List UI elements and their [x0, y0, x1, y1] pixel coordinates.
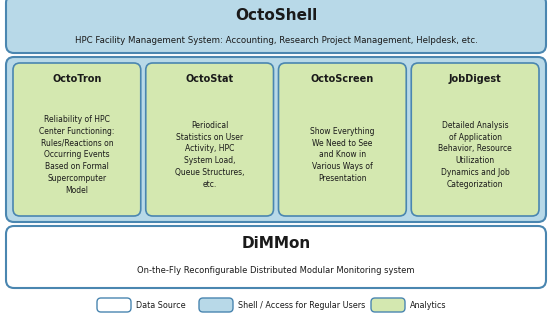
FancyBboxPatch shape — [97, 298, 131, 312]
FancyBboxPatch shape — [6, 0, 546, 53]
FancyBboxPatch shape — [146, 63, 273, 216]
Text: Detailed Analysis
of Application
Behavior, Resource
Utilization
Dynamics and Job: Detailed Analysis of Application Behavio… — [438, 121, 512, 189]
FancyBboxPatch shape — [6, 57, 546, 222]
FancyBboxPatch shape — [13, 63, 141, 216]
Text: OctoShell: OctoShell — [235, 8, 317, 24]
Text: Periodical
Statistics on User
Activity, HPC
System Load,
Queue Structures,
etc.: Periodical Statistics on User Activity, … — [175, 121, 245, 189]
Text: OctoTron: OctoTron — [52, 74, 102, 84]
Text: OctoScreen: OctoScreen — [311, 74, 374, 84]
FancyBboxPatch shape — [371, 298, 405, 312]
Text: JobDigest: JobDigest — [449, 74, 502, 84]
Text: Show Everything
We Need to See
and Know in
Various Ways of
Presentation: Show Everything We Need to See and Know … — [310, 127, 375, 183]
Text: Data Source: Data Source — [136, 300, 185, 309]
Text: OctoStat: OctoStat — [185, 74, 233, 84]
Text: On-the-Fly Reconfigurable Distributed Modular Monitoring system: On-the-Fly Reconfigurable Distributed Mo… — [137, 266, 415, 275]
FancyBboxPatch shape — [411, 63, 539, 216]
Text: Analytics: Analytics — [410, 300, 447, 309]
FancyBboxPatch shape — [279, 63, 406, 216]
FancyBboxPatch shape — [199, 298, 233, 312]
FancyBboxPatch shape — [6, 226, 546, 288]
Text: DiMMon: DiMMon — [241, 236, 311, 251]
Text: Reliability of HPC
Center Functioning:
Rules/Reactions on
Occurring Events
Based: Reliability of HPC Center Functioning: R… — [39, 115, 115, 195]
Text: HPC Facility Management System: Accounting, Research Project Management, Helpdes: HPC Facility Management System: Accounti… — [75, 36, 477, 45]
Text: Shell / Access for Regular Users: Shell / Access for Regular Users — [238, 300, 365, 309]
